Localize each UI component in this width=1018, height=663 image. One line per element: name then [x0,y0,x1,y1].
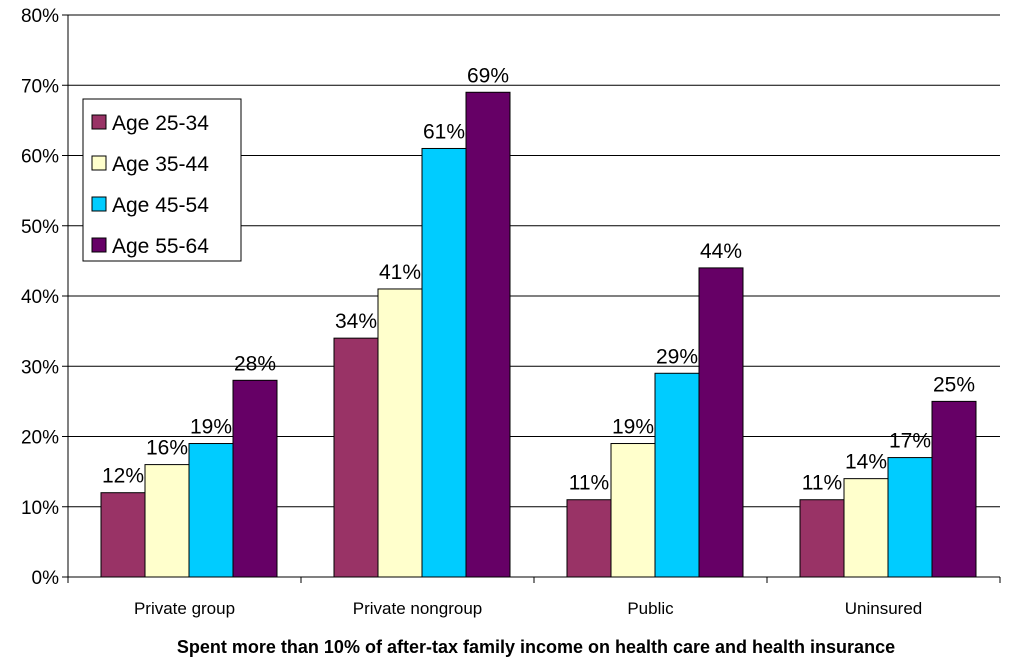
legend-swatch [91,114,107,130]
legend: Age 25-34 Age 35-44 Age 45-54 Age 55-64 [82,98,242,262]
bar [566,499,612,578]
y-tick-label: 30% [21,357,59,378]
bar [144,464,190,578]
bar [188,443,234,578]
bar [654,372,700,578]
legend-label: Age 55-64 [112,235,209,258]
legend-label: Age 45-54 [112,194,209,217]
bar [377,288,423,578]
bar [421,147,467,578]
data-label: 19% [190,416,232,439]
data-label: 61% [423,120,465,143]
x-axis-title: Spent more than 10% of after-tax family … [177,637,895,657]
legend-swatch [91,237,107,253]
y-tick-label: 40% [21,287,59,308]
data-label: 11% [802,472,842,495]
bar [465,91,511,578]
y-tick-label: 0% [32,568,60,589]
bar [843,478,889,578]
data-label: 41% [379,261,421,284]
data-label: 12% [102,465,144,488]
x-category-label: Private group [134,599,235,618]
data-label: 11% [569,472,609,495]
bar [799,499,845,578]
data-label: 19% [612,416,654,439]
data-label: 44% [700,240,742,263]
bar [232,379,278,578]
data-label: 16% [146,437,188,460]
x-category-label: Uninsured [845,599,923,618]
legend-swatch [91,196,107,212]
y-tick-label: 20% [21,428,59,449]
y-tick-label: 80% [21,6,59,27]
x-category-label: Public [627,599,674,618]
y-tick-label: 50% [21,217,59,238]
data-labels: 12% 34% 11% 11% 16% 41% 19% 14% 19% 61% 29% 17% 28% 6… [102,64,975,494]
bar [887,457,933,578]
data-label: 17% [889,430,931,453]
bar [698,267,744,578]
bar [610,443,656,578]
data-label: 14% [845,451,887,474]
bar [333,337,379,578]
legend-swatch [91,155,107,171]
bar [931,400,977,578]
y-tick-label: 70% [21,76,59,97]
data-label: 69% [467,64,509,87]
bars [100,91,977,578]
bar [100,492,146,578]
axes [67,15,1001,583]
y-tick-label: 60% [21,147,59,168]
data-label: 28% [234,352,276,375]
legend-label: Age 25-34 [112,112,209,135]
y-axis-ticks: 0% 10% 20% 30% 40% 50% 60% 70% 80% [21,6,68,589]
data-label: 25% [933,373,975,396]
legend-label: Age 35-44 [112,153,209,176]
x-category-label: Private nongroup [353,599,482,618]
y-tick-label: 10% [21,498,59,519]
data-label: 29% [656,345,698,368]
x-axis-categories: Private group Private nongroup Public Unins… [134,599,922,618]
legend-box [82,98,242,262]
data-label: 34% [335,310,377,333]
